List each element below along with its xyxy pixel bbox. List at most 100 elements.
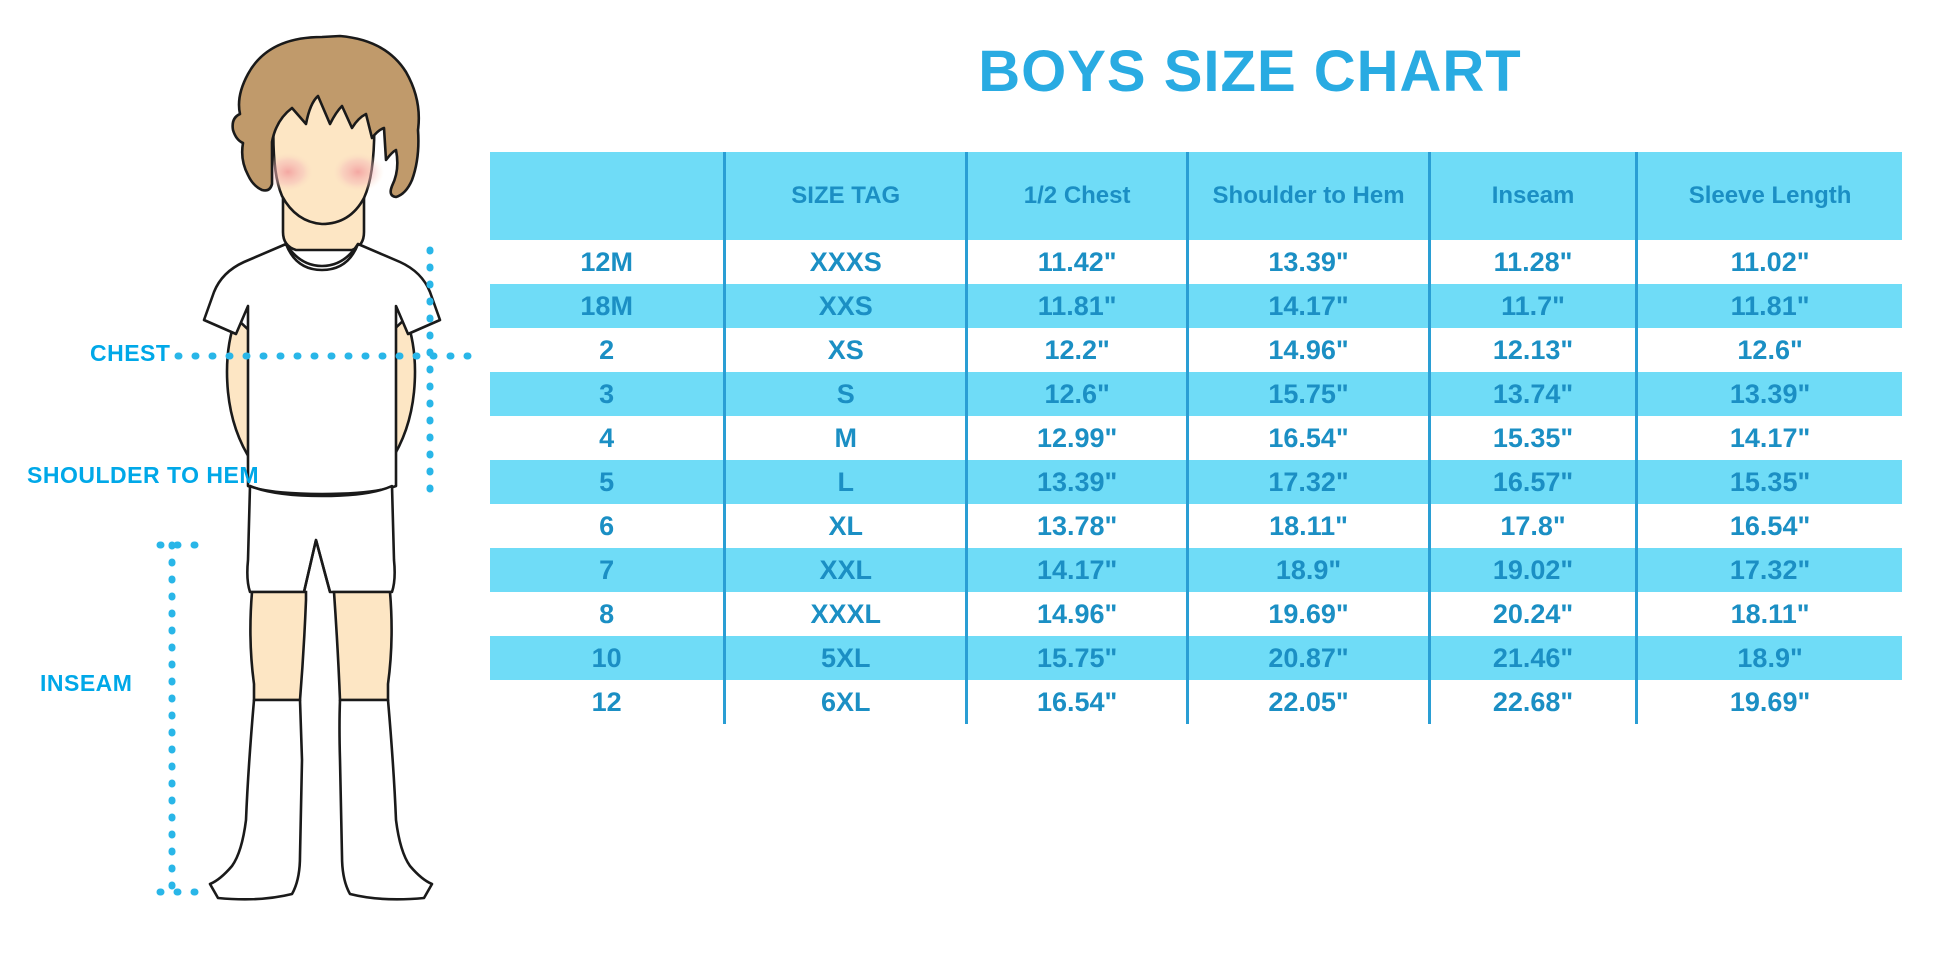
cell-sleeve-length: 19.69" <box>1635 680 1902 724</box>
hair-shape <box>231 34 421 199</box>
cell-shoulder-to-hem: 17.32" <box>1186 460 1430 504</box>
cell-inseam: 17.8" <box>1427 504 1637 548</box>
cell-sleeve-length: 18.11" <box>1635 592 1902 636</box>
table-row: 2 XS 12.2" 14.96" 12.13" 12.6" <box>490 328 1902 372</box>
cell-inseam: 11.7" <box>1427 284 1637 328</box>
cell-size: 18M <box>490 284 725 328</box>
leg-left-skin <box>249 590 308 702</box>
table-row: 12M XXXS 11.42" 13.39" 11.28" 11.02" <box>490 240 1902 284</box>
cell-size: 12M <box>490 240 725 284</box>
cell-size-tag: XXXL <box>723 592 967 636</box>
cell-inseam: 12.13" <box>1427 328 1637 372</box>
cell-size-tag: XL <box>723 504 967 548</box>
cell-half-chest: 12.2" <box>965 328 1188 372</box>
cell-inseam: 20.24" <box>1427 592 1637 636</box>
page-title: BOYS SIZE CHART <box>978 39 1522 104</box>
cell-half-chest: 14.17" <box>965 548 1188 592</box>
cell-sleeve-length: 17.32" <box>1635 548 1902 592</box>
cell-sleeve-length: 13.39" <box>1635 372 1902 416</box>
table-row: 10 5XL 15.75" 20.87" 21.46" 18.9" <box>490 636 1902 680</box>
table-row: 18M XXS 11.81" 14.17" 11.7" 11.81" <box>490 284 1902 328</box>
tshirt-shape <box>202 242 442 496</box>
boy-figure-illustration: CHEST SHOULDER TO HEM INSEAM <box>0 0 500 973</box>
cell-inseam: 16.57" <box>1427 460 1637 504</box>
cell-size-tag: 5XL <box>723 636 967 680</box>
cell-half-chest: 12.6" <box>965 372 1188 416</box>
cell-size: 5 <box>490 460 725 504</box>
figure-body-group <box>156 34 472 901</box>
size-chart-table: SIZE TAG 1/2 Chest Shoulder to Hem Insea… <box>490 152 1902 724</box>
cell-inseam: 19.02" <box>1427 548 1637 592</box>
cell-inseam: 11.28" <box>1427 240 1637 284</box>
cell-size: 10 <box>490 636 725 680</box>
cell-size-tag: XXXS <box>723 240 967 284</box>
cell-half-chest: 15.75" <box>965 636 1188 680</box>
cell-size-tag: L <box>723 460 967 504</box>
cell-inseam: 15.35" <box>1427 416 1637 460</box>
cell-half-chest: 13.78" <box>965 504 1188 548</box>
column-header-size <box>490 152 725 240</box>
boy-figure-svg <box>156 34 472 901</box>
cell-half-chest: 16.54" <box>965 680 1188 724</box>
table-body: 12M XXXS 11.42" 13.39" 11.28" 11.02" 18M XXS 11.… <box>490 240 1902 724</box>
cell-half-chest: 11.81" <box>965 284 1188 328</box>
cell-shoulder-to-hem: 18.9" <box>1186 548 1430 592</box>
tshirt-collar <box>284 243 360 268</box>
cell-sleeve-length: 12.6" <box>1635 328 1902 372</box>
cell-size-tag: M <box>723 416 967 460</box>
column-header-half-chest: 1/2 Chest <box>965 152 1188 240</box>
cell-inseam: 13.74" <box>1427 372 1637 416</box>
cell-size-tag: XXS <box>723 284 967 328</box>
cell-half-chest: 14.96" <box>965 592 1188 636</box>
cell-size-tag: XXL <box>723 548 967 592</box>
cell-shoulder-to-hem: 15.75" <box>1186 372 1430 416</box>
measure-label-shoulder-to-hem: SHOULDER TO HEM <box>27 462 259 488</box>
measure-label-chest: CHEST <box>90 340 171 366</box>
cell-size: 3 <box>490 372 725 416</box>
leg-right-skin <box>332 590 393 702</box>
cell-inseam: 22.68" <box>1427 680 1637 724</box>
cell-shoulder-to-hem: 14.96" <box>1186 328 1430 372</box>
cell-shoulder-to-hem: 22.05" <box>1186 680 1430 724</box>
sock-left <box>208 698 304 901</box>
cell-half-chest: 11.42" <box>965 240 1188 284</box>
measure-label-inseam: INSEAM <box>40 670 133 696</box>
cell-size-tag: S <box>723 372 967 416</box>
cell-half-chest: 13.39" <box>965 460 1188 504</box>
cell-shoulder-to-hem: 20.87" <box>1186 636 1430 680</box>
table-header: SIZE TAG 1/2 Chest Shoulder to Hem Insea… <box>490 152 1902 240</box>
cell-size: 6 <box>490 504 725 548</box>
table-row: 8 XXXL 14.96" 19.69" 20.24" 18.11" <box>490 592 1902 636</box>
cell-sleeve-length: 11.02" <box>1635 240 1902 284</box>
cell-sleeve-length: 18.9" <box>1635 636 1902 680</box>
table-row: 3 S 12.6" 15.75" 13.74" 13.39" <box>490 372 1902 416</box>
cell-sleeve-length: 14.17" <box>1635 416 1902 460</box>
cheek-right <box>332 152 384 192</box>
cell-shoulder-to-hem: 19.69" <box>1186 592 1430 636</box>
cell-shoulder-to-hem: 14.17" <box>1186 284 1430 328</box>
cell-sleeve-length: 15.35" <box>1635 460 1902 504</box>
table-header-row: SIZE TAG 1/2 Chest Shoulder to Hem Insea… <box>490 152 1902 240</box>
column-header-size-tag: SIZE TAG <box>723 152 967 240</box>
cell-size: 4 <box>490 416 725 460</box>
cell-shoulder-to-hem: 18.11" <box>1186 504 1430 548</box>
cell-shoulder-to-hem: 16.54" <box>1186 416 1430 460</box>
cell-shoulder-to-hem: 13.39" <box>1186 240 1430 284</box>
table-row: 12 6XL 16.54" 22.05" 22.68" 19.69" <box>490 680 1902 724</box>
sock-right <box>338 698 434 901</box>
column-header-inseam: Inseam <box>1427 152 1637 240</box>
table-row: 6 XL 13.78" 18.11" 17.8" 16.54" <box>490 504 1902 548</box>
cell-size-tag: XS <box>723 328 967 372</box>
column-header-sleeve-length: Sleeve Length <box>1635 152 1902 240</box>
shorts-crotch-notch <box>302 539 332 593</box>
table-row: 4 M 12.99" 16.54" 15.35" 14.17" <box>490 416 1902 460</box>
shorts-shape <box>246 484 396 594</box>
cell-sleeve-length: 16.54" <box>1635 504 1902 548</box>
cell-size: 12 <box>490 680 725 724</box>
cheek-left <box>262 152 314 192</box>
cell-sleeve-length: 11.81" <box>1635 284 1902 328</box>
table-row: 5 L 13.39" 17.32" 16.57" 15.35" <box>490 460 1902 504</box>
cell-size-tag: 6XL <box>723 680 967 724</box>
cell-half-chest: 12.99" <box>965 416 1188 460</box>
cell-size: 2 <box>490 328 725 372</box>
